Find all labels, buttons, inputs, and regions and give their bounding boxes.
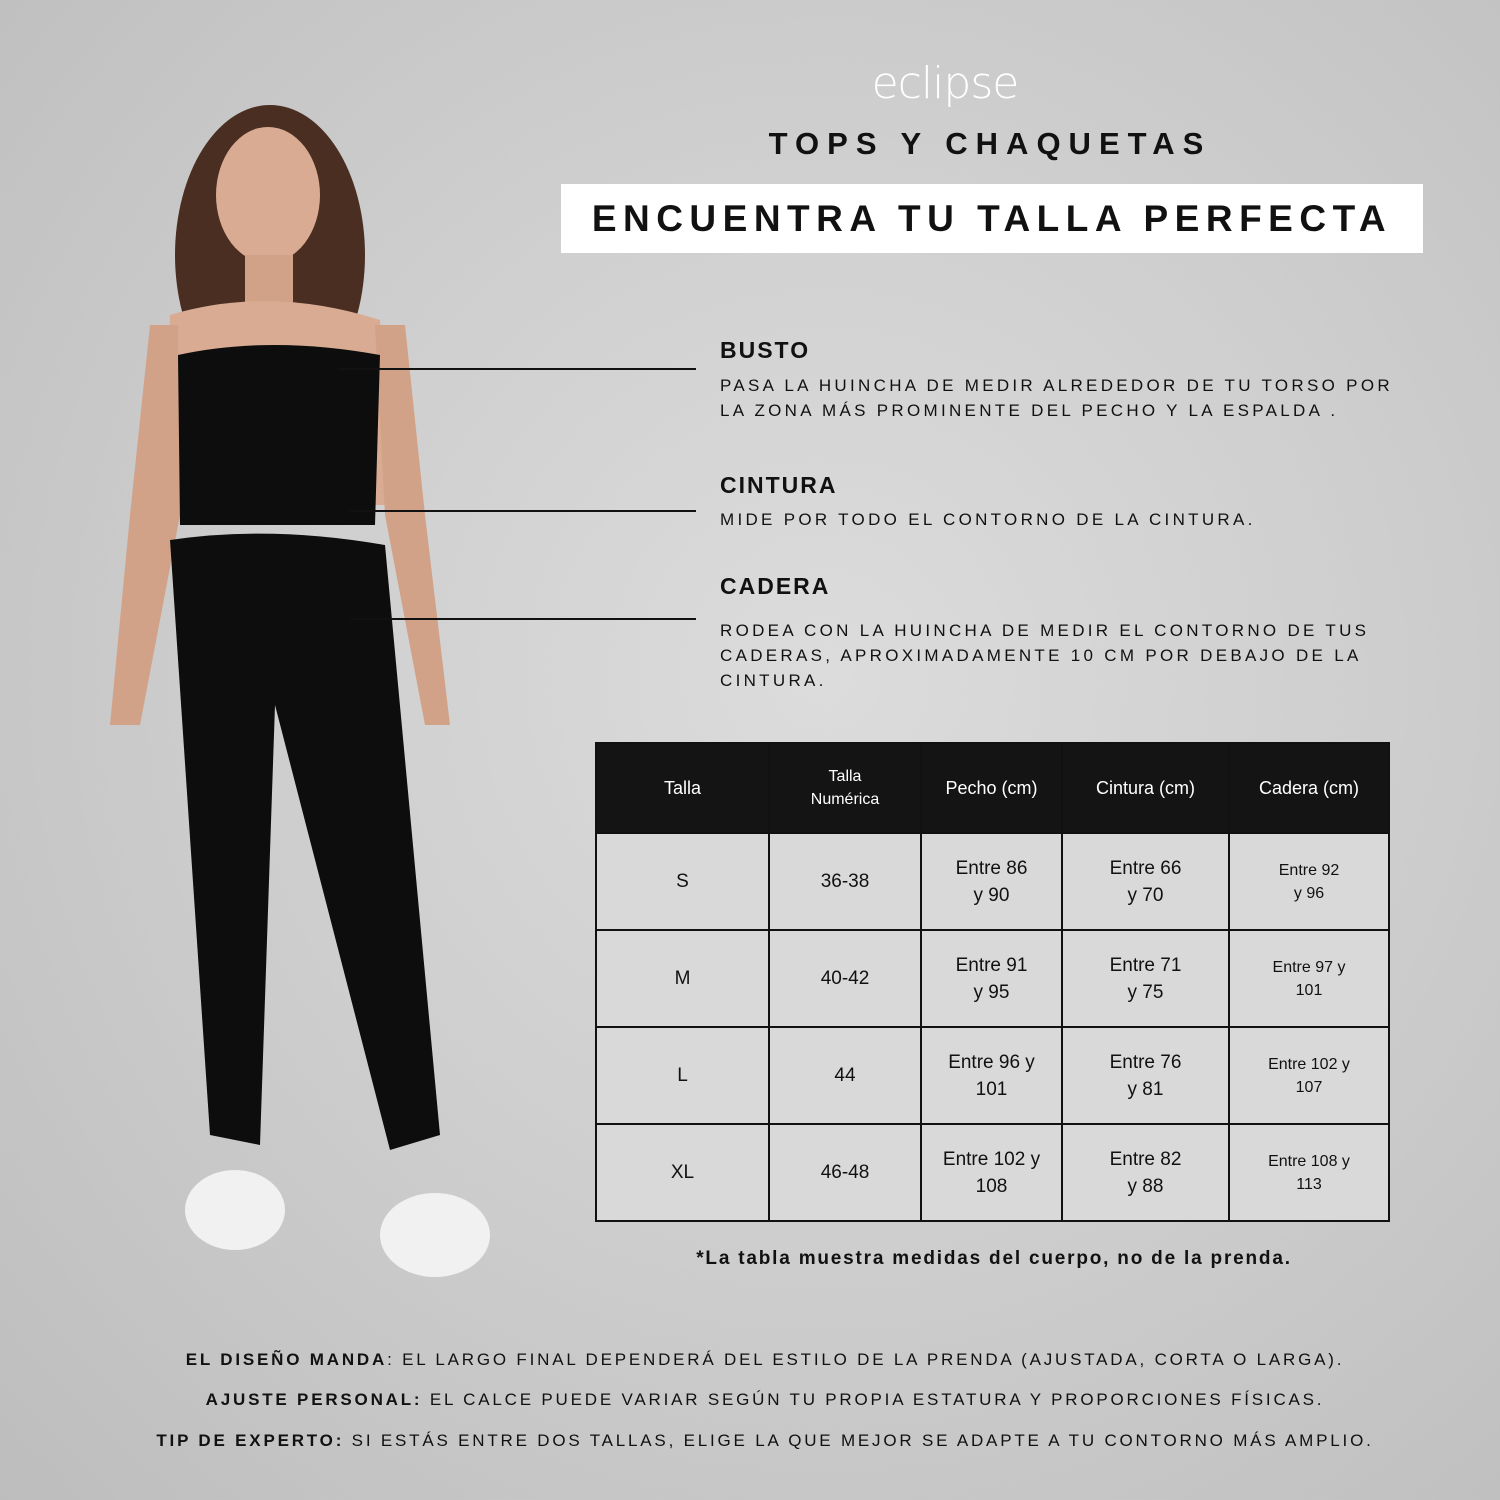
busto-description: PASA LA HUINCHA DE MEDIR ALREDEDOR DE TU… — [720, 376, 1393, 420]
cell-cadera: Entre 108 y 113 — [1228, 1123, 1390, 1222]
header-cadera: Cadera (cm) — [1228, 742, 1390, 834]
table-row: M 40-42 Entre 91 y 95 Entre 71 y 75 Entr… — [595, 929, 1390, 1028]
title-banner: ENCUENTRA TU TALLA PERFECTA — [561, 184, 1423, 253]
cell-cintura: Entre 66 y 70 — [1061, 832, 1230, 931]
cell-talla: L — [595, 1026, 770, 1125]
cell-pecho: Entre 86 y 90 — [920, 832, 1063, 931]
cell-cintura: Entre 71 y 75 — [1061, 929, 1230, 1028]
category-subtitle: TOPS Y CHAQUETAS — [768, 126, 1212, 161]
model-photo — [110, 105, 490, 1277]
cell-talla: S — [595, 832, 770, 931]
tip-line: EL DISEÑO MANDA: EL LARGO FINAL DEPENDER… — [0, 1350, 1500, 1370]
header-cintura: Cintura (cm) — [1061, 742, 1230, 834]
cadera-pointer-line — [350, 618, 696, 620]
cell-pecho: Entre 102 y 108 — [920, 1123, 1063, 1222]
cintura-heading: CINTURA — [720, 472, 838, 498]
table-footnote: *La tabla muestra medidas del cuerpo, no… — [696, 1248, 1292, 1269]
cell-cintura: Entre 82 y 88 — [1061, 1123, 1230, 1222]
size-table: Talla Talla Numérica Pecho (cm) Cintura … — [595, 742, 1390, 1222]
cell-cintura: Entre 76 y 81 — [1061, 1026, 1230, 1125]
cell-cadera: Entre 92 y 96 — [1228, 832, 1390, 931]
busto-pointer-line — [338, 368, 696, 370]
tip-text: : EL LARGO FINAL DEPENDERÁ DEL ESTILO DE… — [387, 1350, 1345, 1369]
tip-label: EL DISEÑO MANDA — [185, 1350, 388, 1369]
tip-line: TIP DE EXPERTO: SI ESTÁS ENTRE DOS TALLA… — [0, 1431, 1500, 1451]
cell-pecho: Entre 91 y 95 — [920, 929, 1063, 1028]
tip-label: AJUSTE PERSONAL: — [205, 1390, 423, 1409]
tip-label: TIP DE EXPERTO: — [156, 1431, 345, 1450]
cintura-pointer-line — [350, 510, 696, 512]
header-talla-numerica: Talla Numérica — [768, 742, 922, 834]
cell-talla-numerica: 46-48 — [768, 1123, 922, 1222]
busto-heading: BUSTO — [720, 337, 811, 363]
table-row: S 36-38 Entre 86 y 90 Entre 66 y 70 Entr… — [595, 832, 1390, 931]
tip-line: AJUSTE PERSONAL: EL CALCE PUEDE VARIAR S… — [0, 1390, 1500, 1410]
cell-cadera: Entre 102 y 107 — [1228, 1026, 1390, 1125]
table-header-row: Talla Talla Numérica Pecho (cm) Cintura … — [595, 742, 1390, 834]
cell-pecho: Entre 96 y 101 — [920, 1026, 1063, 1125]
cintura-description: MIDE POR TODO EL CONTORNO DE LA CINTURA. — [720, 510, 1256, 529]
cell-talla: XL — [595, 1123, 770, 1222]
header-talla: Talla — [595, 742, 770, 834]
table-row: XL 46-48 Entre 102 y 108 Entre 82 y 88 E… — [595, 1123, 1390, 1222]
cadera-description: RODEA CON LA HUINCHA DE MEDIR EL CONTORN… — [720, 621, 1370, 690]
cell-talla: M — [595, 929, 770, 1028]
page-title: ENCUENTRA TU TALLA PERFECTA — [591, 197, 1393, 239]
tip-text: EL CALCE PUEDE VARIAR SEGÚN TU PROPIA ES… — [422, 1390, 1325, 1409]
table-row: L 44 Entre 96 y 101 Entre 76 y 81 Entre … — [595, 1026, 1390, 1125]
cell-talla-numerica: 40-42 — [768, 929, 922, 1028]
cadera-heading: CADERA — [720, 573, 831, 599]
tip-text: SI ESTÁS ENTRE DOS TALLAS, ELIGE LA QUE … — [344, 1431, 1374, 1450]
brand-logo: eclipse — [871, 58, 1020, 109]
cell-talla-numerica: 36-38 — [768, 832, 922, 931]
cell-talla-numerica: 44 — [768, 1026, 922, 1125]
cell-cadera: Entre 97 y 101 — [1228, 929, 1390, 1028]
header-pecho: Pecho (cm) — [920, 742, 1063, 834]
